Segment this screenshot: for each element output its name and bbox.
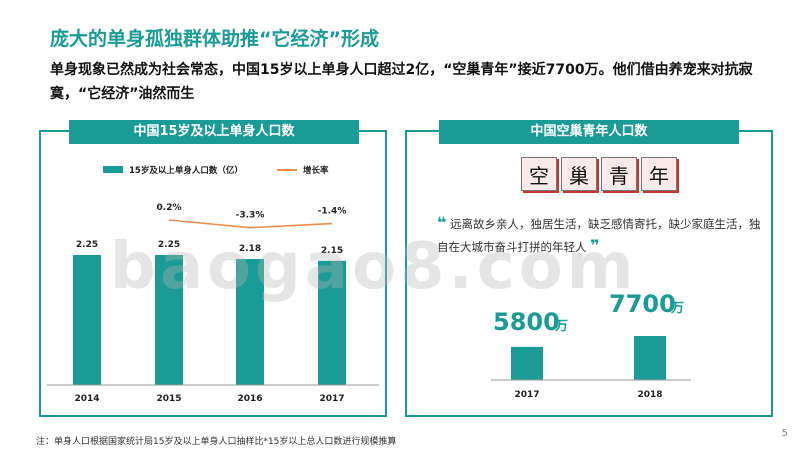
- kong-cell: 年: [641, 157, 677, 191]
- x-tick-label: 2016: [237, 394, 262, 404]
- growth-rate-label: -3.3%: [236, 211, 265, 221]
- bar-single-population: [236, 259, 264, 385]
- single-population-header: 中国15岁及以上单身人口数: [69, 120, 359, 144]
- kong-cell: 空: [521, 157, 557, 191]
- single-population-chart: 15岁及以上单身人口数（亿） 增长率 2.25 2.25 2.18 2.15 2014 201…: [47, 165, 379, 404]
- empty-nest-header: 中国空巢青年人口数: [439, 120, 739, 144]
- kong-cell: 青: [601, 157, 637, 191]
- bar-single-population: [155, 255, 183, 385]
- growth-rate-label: -1.4%: [318, 207, 347, 217]
- slide-subtitle: 单身现象已然成为社会常态，中国15岁以上单身人口超过2亿，“空巢青年”接近770…: [50, 62, 753, 102]
- bar-single-population: [318, 260, 346, 385]
- x-tick-label: 2015: [156, 394, 181, 404]
- empty-nest-value-label: 7700: [609, 290, 676, 318]
- footnote: 注：单身人口根据国家统计局15岁及以上单身人口抽样比*15岁以上总人口数进行规模…: [36, 437, 397, 447]
- bar-value-label: 2.18: [239, 244, 261, 254]
- quote-close-icon: ❞: [590, 236, 600, 255]
- quote-text: 远离故乡亲人，独居生活，缺乏感情寄托，缺少家庭生活，独自在大城市奋斗打拼的年轻人: [437, 217, 761, 254]
- bar-single-population: [73, 255, 101, 385]
- empty-nest-title-cells: 空 巢 青 年: [521, 157, 681, 191]
- x-tick-label: 2017: [514, 390, 539, 400]
- bar-value-label: 2.25: [158, 240, 180, 250]
- single-population-panel: 中国15岁及以上单身人口数 15岁及以上单身人口数（亿） 增长率 2.25 2.25 2…: [39, 120, 387, 417]
- bar-value-label: 2.15: [321, 246, 343, 256]
- quote-open-icon: ❝: [437, 213, 447, 232]
- bar-empty-nest: [634, 336, 666, 380]
- slide-title: 庞大的单身孤独群体助推“它经济”形成: [50, 28, 379, 50]
- kong-cell: 巢: [561, 157, 597, 191]
- legend-label-rate: 增长率: [303, 165, 329, 176]
- legend-swatch-bars: [103, 166, 123, 173]
- growth-rate-label: 0.2%: [157, 203, 182, 213]
- x-tick-label: 2014: [74, 394, 99, 404]
- empty-nest-unit-label: 万: [670, 301, 684, 316]
- empty-nest-unit-label: 万: [554, 319, 568, 334]
- empty-nest-definition: ❝ 远离故乡亲人，独居生活，缺乏感情寄托，缺少家庭生活，独自在大城市奋斗打拼的年…: [437, 212, 767, 258]
- legend-label-bars: 15岁及以上单身人口数（亿）: [129, 165, 243, 176]
- empty-nest-value-label: 5800: [493, 308, 560, 336]
- bar-value-label: 2.25: [76, 240, 98, 250]
- x-tick-label: 2017: [319, 394, 344, 404]
- x-tick-label: 2018: [637, 390, 662, 400]
- empty-nest-panel: 中国空巢青年人口数 空 巢 青 年 ❝ 远离故乡亲人，独居生活，缺乏感情寄托，缺…: [405, 120, 773, 417]
- growth-rate-line: [168, 219, 333, 229]
- page-number: 5: [781, 428, 788, 439]
- bar-empty-nest: [511, 346, 543, 380]
